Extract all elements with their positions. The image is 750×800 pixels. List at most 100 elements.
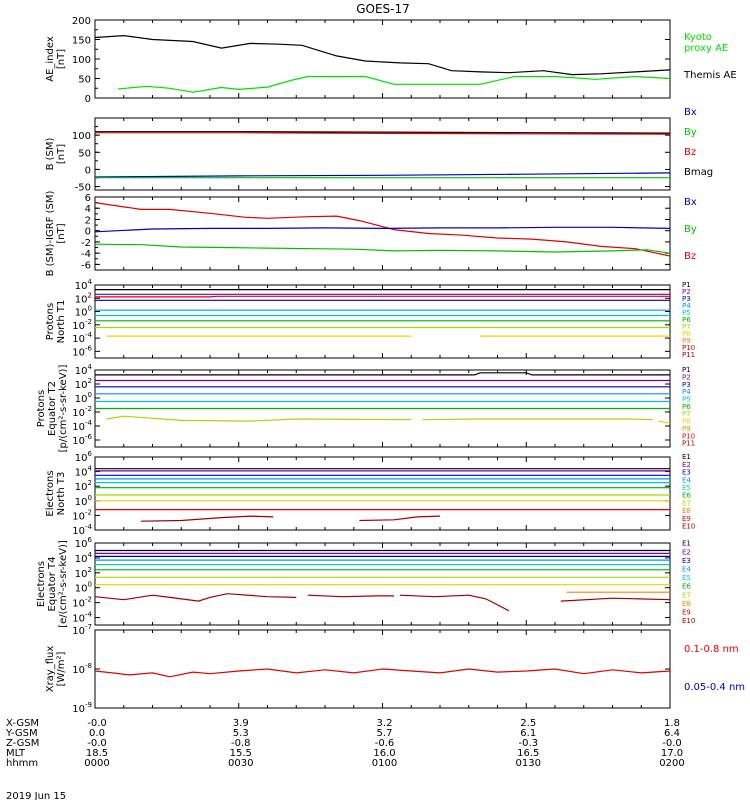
y-tick-label: 4 [85,204,91,215]
series-by [94,243,671,254]
y-tick-label: -6 [81,260,91,271]
y-tick-label: 10-7 [72,623,92,637]
legend-p4: P4 [682,388,691,396]
y-axis-label: Protons [45,303,56,340]
x-tick-value: 0030 [228,758,253,769]
legend-kyoto-proxy-ae: Kyoto [684,32,712,43]
y-axis-label: [e/(cm²-s-sr-keV)] [58,540,69,628]
series-bx [94,172,671,178]
y-tick-label: 104 [75,278,93,292]
legend-e10: E10 [682,523,695,531]
date-label: 2019 Jun 15 [6,791,66,800]
legend-e6: E6 [682,492,691,500]
legend-e5: E5 [682,574,691,582]
y-tick-label: 10-2 [72,596,92,610]
y-tick-label: 100 [72,131,91,142]
legend-e4: E4 [682,566,691,574]
y-axis-label: [p/(cm²-s-sr-keV)] [58,365,69,453]
y-tick-label: 10-6 [72,433,92,447]
series-kyoto-proxy-ae [117,75,671,93]
x-tick-value: 16.0 [373,748,395,759]
legend-p7: P7 [682,410,691,418]
legend-bx: Bx [684,197,697,208]
y-tick-label: 10-4 [72,611,92,625]
x-tick-value: 18.5 [86,748,108,759]
legend-0-1-0-8-nm: 0.1-0.8 nm [684,644,739,655]
legend-bmag: Bmag [684,167,713,178]
y-axis-label: [nT] [56,49,67,69]
panel-frame [94,19,671,99]
y-tick-label: 104 [75,465,93,479]
y-axis-label: Xray_flux [45,646,56,693]
legend-e7: E7 [682,499,691,507]
y-tick-label: 50 [78,148,91,159]
y-tick-label: 2 [85,215,91,226]
y-tick-label: 100 [75,391,92,405]
legend-p6: P6 [682,403,691,411]
y-tick-label: 10-6 [72,344,92,358]
legend-p10: P10 [682,344,695,352]
y-tick-label: 106 [75,450,93,464]
series-p10 [95,295,670,298]
legend-e2: E2 [682,548,691,556]
legend-p1: P1 [682,281,691,289]
legend-p5: P5 [682,396,691,404]
y-tick-label: 0 [85,165,91,176]
series-bz [95,132,671,135]
y-tick-label: -50 [75,183,91,194]
legend-by: By [684,224,697,235]
y-tick-label: 10-8 [72,662,92,676]
y-tick-label: 6 [85,193,91,204]
legend-e2: E2 [682,461,691,469]
x-tick-value: 15.5 [230,748,252,759]
y-tick-label: -4 [81,249,91,260]
legend-p8: P8 [682,418,691,426]
legend-p4: P4 [682,302,691,310]
series-e10 [359,515,441,522]
legend-kyoto-proxy-ae: proxy AE [684,43,728,54]
x-tick-value: -0.3 [518,738,538,749]
x-tick-value: 0000 [84,758,109,769]
legend-e8: E8 [682,507,691,515]
x-row-label-x-gsm: X-GSM [6,718,39,729]
legend-p8: P8 [682,330,691,338]
series-p7 [422,418,653,421]
x-row-label-hhmm: hhmm [6,758,38,769]
legend-p2: P2 [682,288,691,296]
legend-e3: E3 [682,469,691,477]
y-tick-label: 10-2 [72,405,92,419]
y-axis-label: Equator T2 [47,381,58,436]
x-tick-value: 2.5 [520,718,536,729]
legend-e1: E1 [682,453,691,461]
series-e10 [94,593,297,602]
x-tick-value: -0.8 [231,738,251,749]
x-tick-value: 17.0 [661,748,683,759]
y-tick-label: 150 [72,36,91,47]
y-tick-label: 106 [75,536,93,550]
series-p1 [95,372,670,376]
panel-frame [94,542,671,626]
y-tick-label: 200 [72,16,91,27]
x-axis: X-GSMY-GSMZ-GSMMLThhmm-0.00.0-0.018.5000… [5,718,685,769]
x-tick-value: 6.4 [664,728,680,739]
legend-p7: P7 [682,323,691,331]
legend-e7: E7 [682,591,691,599]
series-0-1-0-8-nm [94,668,671,678]
x-tick-value: 6.1 [520,728,536,739]
x-tick-value: 5.7 [377,728,393,739]
panel-frame [94,117,671,191]
legend-e10: E10 [682,617,695,625]
x-row-label-mlt: MLT [6,748,26,759]
x-tick-value: -0.0 [87,718,107,729]
y-tick-label: 102 [75,291,92,305]
y-axis-label: [nT] [56,144,67,164]
legend-themis-ae: Themis AE [683,70,737,81]
panel-8: 10-7 10-8 10-9 Xray_flux [W/m²] 0.1-0.8 nm 0.0… [45,623,745,715]
y-tick-label: 100 [75,305,92,319]
legend-e1: E1 [682,540,691,548]
y-axis-label: Protons [36,390,47,427]
legend-p9: P9 [682,337,691,345]
